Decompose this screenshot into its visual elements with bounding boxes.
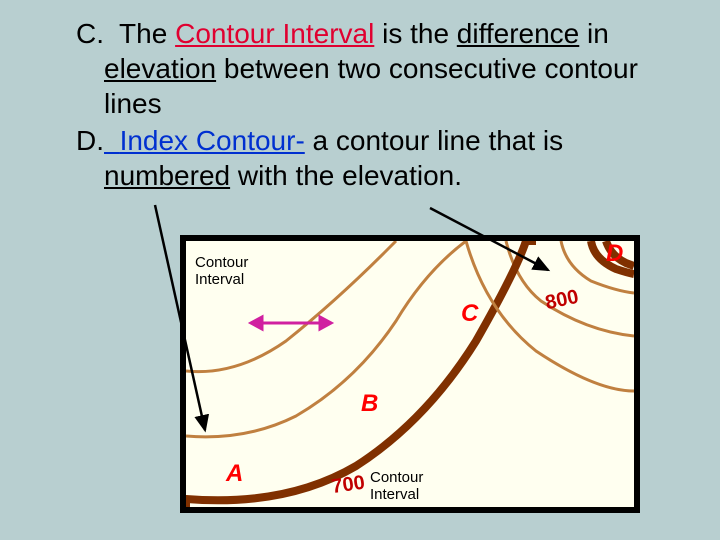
label-contour-interval-2: ContourInterval	[370, 470, 423, 503]
term-index-contour: Index Contour-	[120, 125, 305, 156]
svg-text:700: 700	[330, 472, 366, 498]
word-numbered: numbered	[104, 160, 230, 191]
d-letter: D.	[76, 125, 104, 156]
svg-text:800: 800	[543, 286, 580, 314]
word-elevation: elevation	[104, 53, 216, 84]
label-contour-interval-1: ContourInterval	[195, 255, 248, 288]
definitions: C. The Contour Interval is the differenc…	[50, 16, 690, 193]
c-letter: C.	[76, 18, 104, 49]
svg-text:A: A	[225, 460, 243, 487]
contour-svg: A B C D 700 800	[186, 241, 634, 507]
svg-text:B: B	[361, 390, 378, 417]
slide-body: C. The Contour Interval is the differenc…	[0, 0, 720, 193]
svg-text:D: D	[606, 241, 623, 267]
word-difference: difference	[457, 18, 579, 49]
definition-d: D. Index Contour- a contour line that is…	[50, 123, 690, 193]
term-contour-interval: Contour Interval	[175, 18, 374, 49]
definition-c: C. The Contour Interval is the differenc…	[50, 16, 690, 121]
svg-text:C: C	[461, 300, 479, 327]
